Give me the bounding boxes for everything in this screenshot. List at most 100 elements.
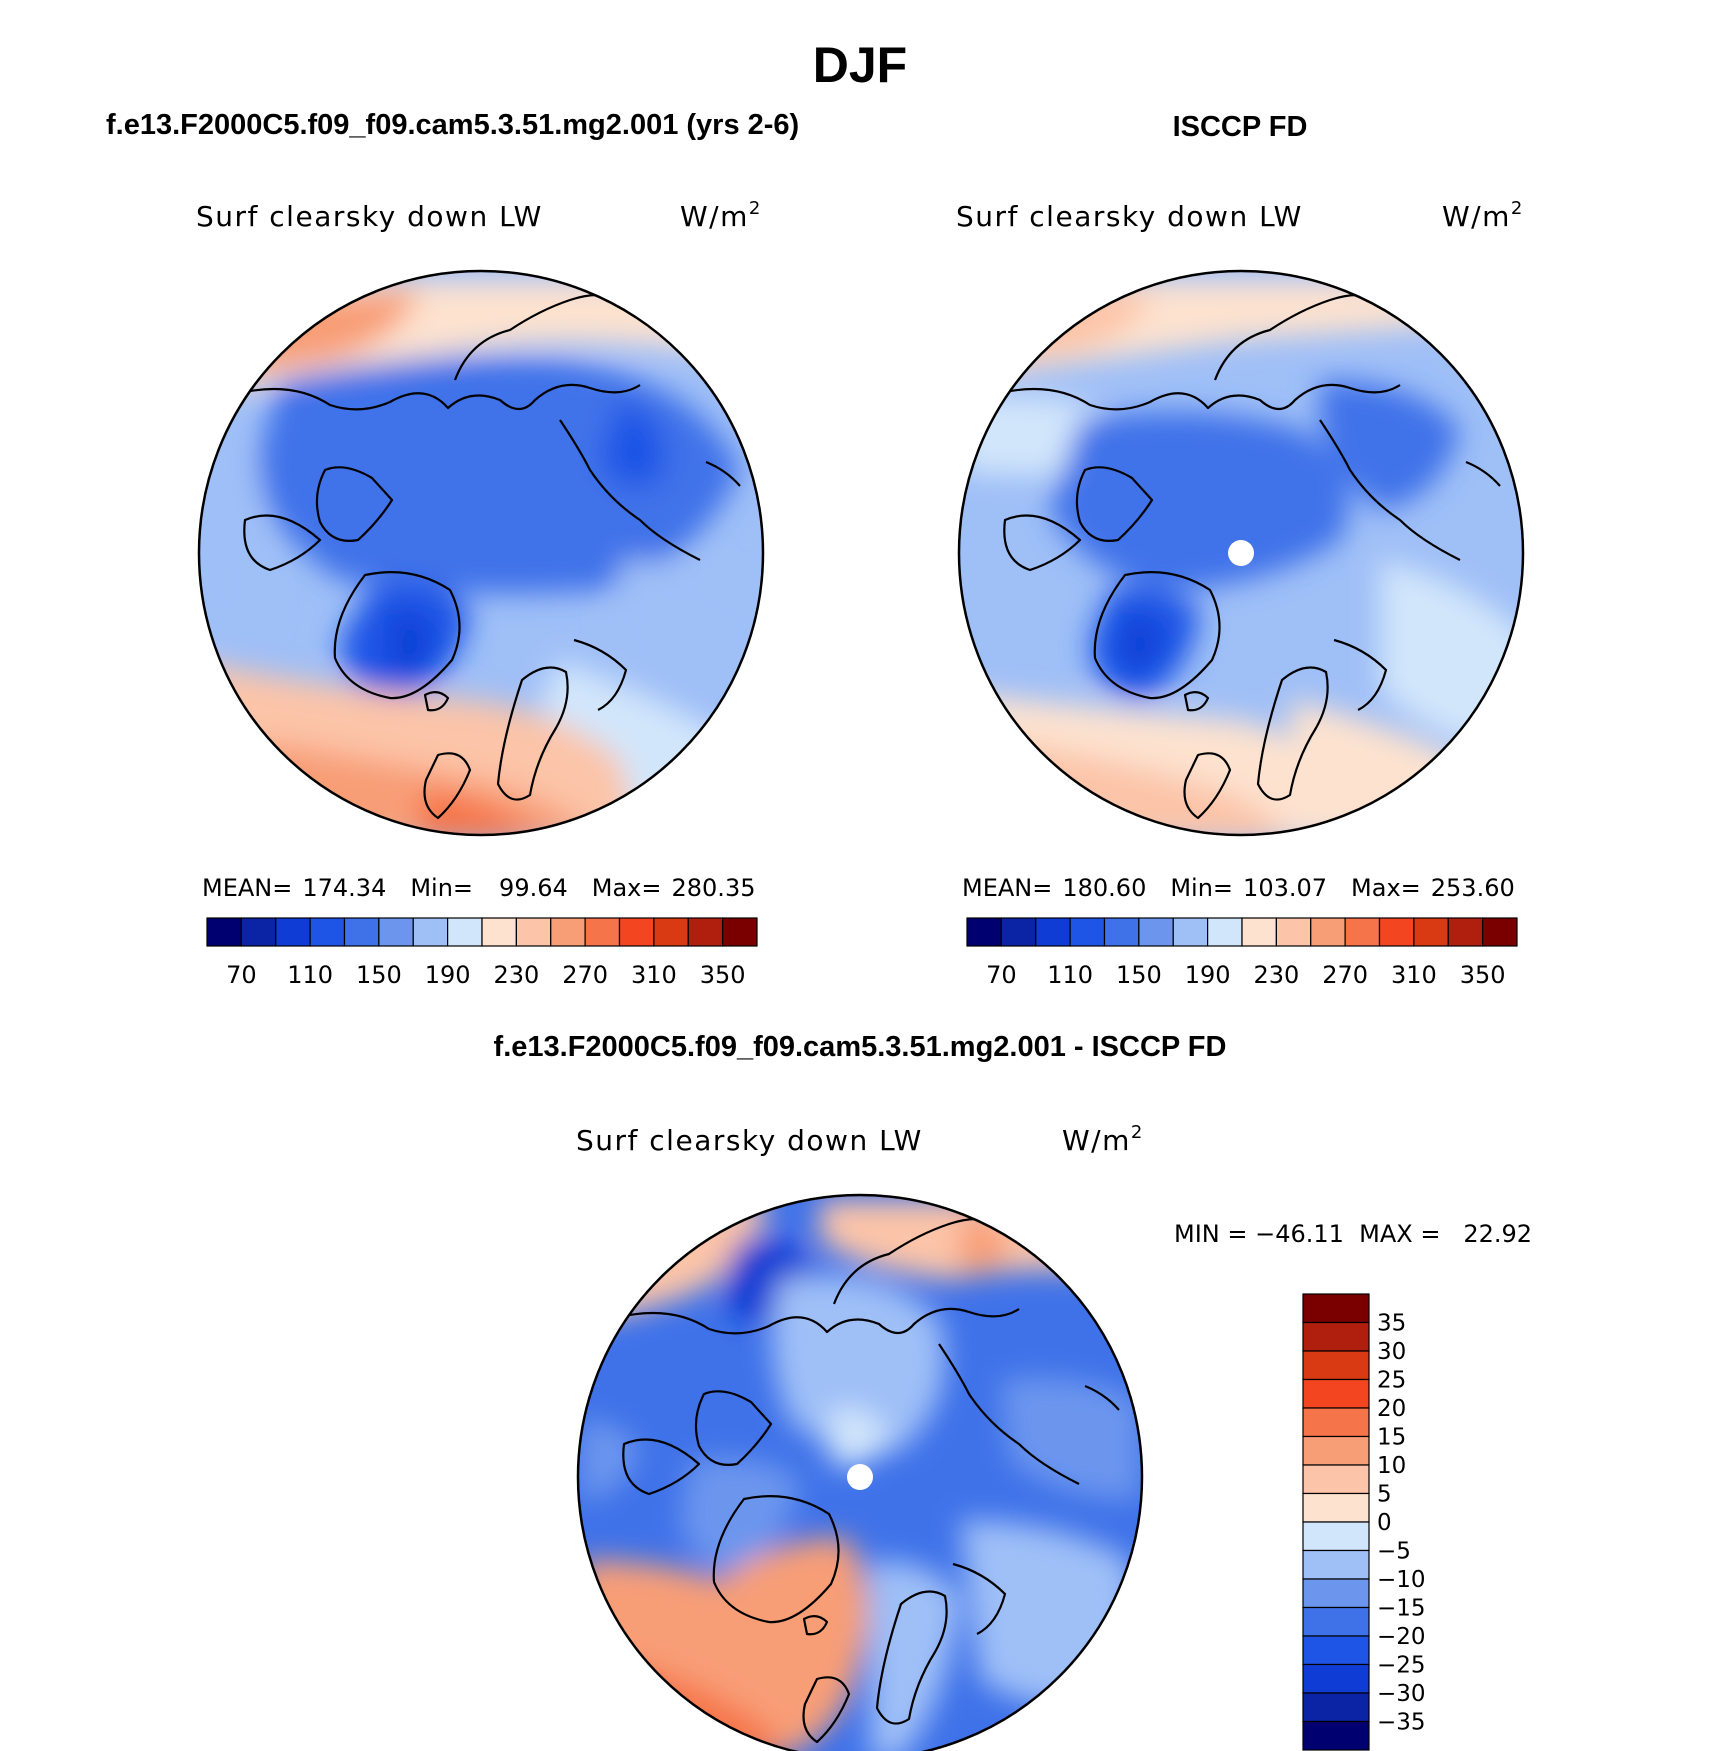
panel-obs-map: [957, 269, 1525, 837]
colorbar-tick-label: −25: [1377, 1653, 1426, 1679]
figure-title: DJF: [813, 37, 907, 93]
colorbar-swatch: [1302, 1350, 1370, 1381]
panel-model-map: [197, 269, 765, 837]
colorbar-tick-label: 35: [1377, 1311, 1406, 1337]
colorbar-swatch: [1302, 1407, 1370, 1438]
colorbar-tick-label: 270: [1322, 961, 1368, 989]
panel-model-units: W/m2: [680, 198, 762, 233]
colorbar-swatch: [1035, 917, 1071, 947]
colorbar-swatch: [1207, 917, 1243, 947]
colorbar-tick-label: 0: [1377, 1510, 1392, 1536]
colorbar-tick-label: 350: [700, 961, 746, 989]
colorbar-tick-label: 70: [986, 961, 1017, 989]
colorbar-swatch: [1447, 917, 1484, 947]
colorbar-swatch: [343, 917, 380, 947]
colorbar-swatch: [206, 917, 242, 947]
colorbar-swatch: [722, 917, 758, 947]
colorbar-swatch: [1103, 917, 1140, 947]
colorbar-tick-label: 270: [562, 961, 608, 989]
colorbar-swatch: [412, 917, 449, 947]
colorbar-swatch: [1302, 1293, 1370, 1324]
colorbar-tick-label: 350: [1460, 961, 1506, 989]
colorbar-swatch: [1302, 1692, 1370, 1723]
panel-diff-stats: MIN = −46.11 MAX = 22.92: [1174, 1220, 1532, 1248]
colorbar-tick-label: 15: [1377, 1425, 1406, 1451]
colorbar-tick-label: 5: [1377, 1482, 1392, 1508]
colorbar-tick-label: 10: [1377, 1453, 1406, 1479]
colorbar-swatch: [1302, 1578, 1370, 1609]
panel-diff-units: W/m2: [1062, 1122, 1144, 1157]
colorbar-swatch: [1310, 917, 1346, 947]
colorbar-swatch: [447, 917, 483, 947]
colorbar-swatch: [584, 917, 621, 947]
colorbar-swatch: [1000, 917, 1037, 947]
colorbar-swatch: [966, 917, 1002, 947]
colorbar-swatch: [1413, 917, 1449, 947]
colorbar-swatch: [1302, 1521, 1370, 1552]
panel-diff-title: f.e13.F2000C5.f09_f09.cam5.3.51.mg2.001 …: [494, 1031, 1227, 1063]
colorbar-swatch: [1275, 917, 1312, 947]
colorbar-tick-label: 110: [1047, 961, 1093, 989]
colorbar-swatch: [1302, 1549, 1370, 1580]
panel-obs-stats: MEAN= 180.60 Min= 103.07 Max= 253.60: [962, 874, 1515, 902]
colorbar-tick-label: −35: [1377, 1710, 1426, 1736]
colorbar-swatch: [240, 917, 277, 947]
colorbar-swatch: [1302, 1492, 1370, 1523]
panel-obs-map-border: [957, 269, 1525, 837]
panel-obs-variable: Surf clearsky down LW: [956, 200, 1303, 233]
colorbar-swatch: [1482, 917, 1518, 947]
colorbar-tick-label: −5: [1377, 1539, 1411, 1565]
colorbar-tick-label: 190: [425, 961, 471, 989]
panel-model: f.e13.F2000C5.f09_f09.cam5.3.51.mg2.001 …: [106, 109, 799, 989]
colorbar-swatch: [1302, 1378, 1370, 1409]
colorbar-tick-label: 230: [493, 961, 539, 989]
colorbar-tick-label: −10: [1377, 1567, 1426, 1593]
colorbar-swatch: [653, 917, 689, 947]
colorbar-swatch: [1302, 1464, 1370, 1495]
colorbar-swatch: [1138, 917, 1174, 947]
colorbar-swatch: [1302, 1606, 1370, 1637]
panel-obs-missing-data: [1228, 540, 1254, 566]
colorbar-swatch: [309, 917, 346, 947]
colorbar-swatch: [550, 917, 586, 947]
panel-diff-map: [576, 1193, 1144, 1751]
panel-diff: f.e13.F2000C5.f09_f09.cam5.3.51.mg2.001 …: [494, 1031, 1532, 1751]
panel-model-map-border: [197, 269, 765, 837]
colorbar-swatch: [1302, 1720, 1370, 1751]
colorbar-swatch: [1172, 917, 1209, 947]
colorbar-tick-label: 150: [356, 961, 402, 989]
colorbar-tick-label: 110: [287, 961, 333, 989]
colorbar-swatch: [687, 917, 724, 947]
panel-model-variable: Surf clearsky down LW: [196, 200, 543, 233]
panel-obs: ISCCP FD Surf clearsky down LW W/m2: [956, 111, 1525, 989]
colorbar-tick-label: −20: [1377, 1624, 1426, 1650]
panel-diff-map-border: [576, 1193, 1144, 1751]
colorbar-tick-label: 30: [1377, 1339, 1406, 1365]
colorbar-swatch: [1069, 917, 1106, 947]
colorbar-tick-label: 70: [226, 961, 257, 989]
panel-diff-missing-data: [847, 1464, 873, 1490]
panel-model-title: f.e13.F2000C5.f09_f09.cam5.3.51.mg2.001 …: [106, 109, 799, 141]
panel-obs-colorbar: 70 110 150 190 230 270 310 350: [966, 917, 1518, 989]
colorbar-tick-label: 25: [1377, 1368, 1406, 1394]
colorbar-tick-label: 150: [1116, 961, 1162, 989]
colorbar-tick-label: 20: [1377, 1396, 1406, 1422]
panel-diff-variable: Surf clearsky down LW: [576, 1124, 923, 1157]
colorbar-swatch: [1241, 917, 1277, 947]
colorbar-swatch: [378, 917, 414, 947]
colorbar-swatch: [515, 917, 552, 947]
colorbar-swatch: [275, 917, 311, 947]
panel-obs-title: ISCCP FD: [1173, 111, 1308, 143]
colorbar-swatch: [1344, 917, 1381, 947]
colorbar-tick-label: −30: [1377, 1681, 1426, 1707]
colorbar-swatch: [1302, 1663, 1370, 1694]
colorbar-swatch: [618, 917, 655, 947]
colorbar-tick-label: 230: [1253, 961, 1299, 989]
colorbar-swatch: [1302, 1635, 1370, 1666]
colorbar-tick-label: 190: [1185, 961, 1231, 989]
colorbar-tick-label: 310: [1391, 961, 1437, 989]
colorbar-swatch: [1302, 1321, 1370, 1352]
panel-model-stats: MEAN= 174.34 Min= 99.64 Max= 280.35: [202, 874, 755, 902]
